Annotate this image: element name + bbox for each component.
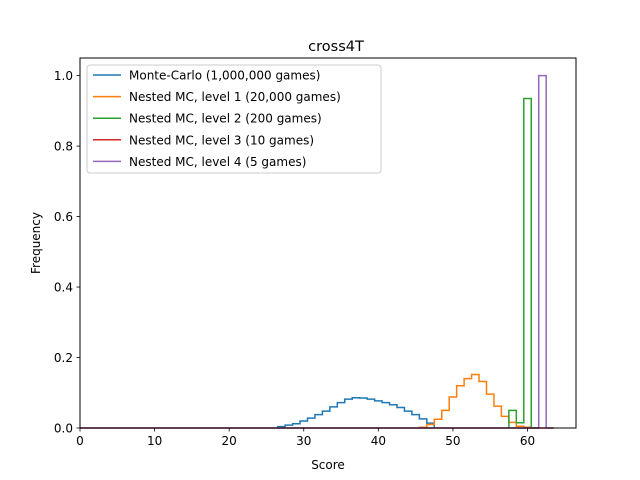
legend-label-3: Nested MC, level 2 (200 games) xyxy=(129,112,322,126)
legend-box xyxy=(86,64,382,174)
y-tick-label: 0.0 xyxy=(54,422,73,436)
series-1-step-line xyxy=(276,396,436,428)
x-tick-label: 50 xyxy=(445,434,460,448)
x-tick-label: 60 xyxy=(520,434,535,448)
y-tick-label: 0.2 xyxy=(54,351,73,365)
series-2-step-line xyxy=(418,373,539,429)
x-tick-label: 40 xyxy=(371,434,386,448)
legend-label-1: Monte-Carlo (1,000,000 games) xyxy=(129,69,320,83)
x-tick-label: 20 xyxy=(222,434,237,448)
x-tick-label: 30 xyxy=(296,434,311,448)
y-axis-label: Frequency xyxy=(29,212,43,274)
plot-frame xyxy=(79,57,577,429)
legend: Monte-Carlo (1,000,000 games) Nested MC, … xyxy=(86,64,382,174)
y-tick-label: 0.6 xyxy=(54,210,73,224)
x-tick-label: 0 xyxy=(76,434,84,448)
x-axis-label: Score xyxy=(311,458,345,472)
y-tick-label: 1.0 xyxy=(54,69,73,83)
x-tick-label: 10 xyxy=(147,434,162,448)
legend-label-4: Nested MC, level 3 (10 games) xyxy=(129,133,314,147)
legend-label-2: Nested MC, level 1 (20,000 games) xyxy=(129,90,341,104)
x-axis-ticks: 0 10 20 30 40 50 60 xyxy=(76,428,535,448)
chart-title: cross4T xyxy=(308,39,364,55)
legend-label-5: Nested MC, level 4 (5 games) xyxy=(129,155,306,169)
y-tick-label: 0.8 xyxy=(54,140,73,154)
y-tick-label: 0.4 xyxy=(54,281,73,295)
y-axis-ticks: 0.0 0.2 0.4 0.6 0.8 1.0 xyxy=(54,69,80,436)
series-3-step-line xyxy=(508,97,539,429)
